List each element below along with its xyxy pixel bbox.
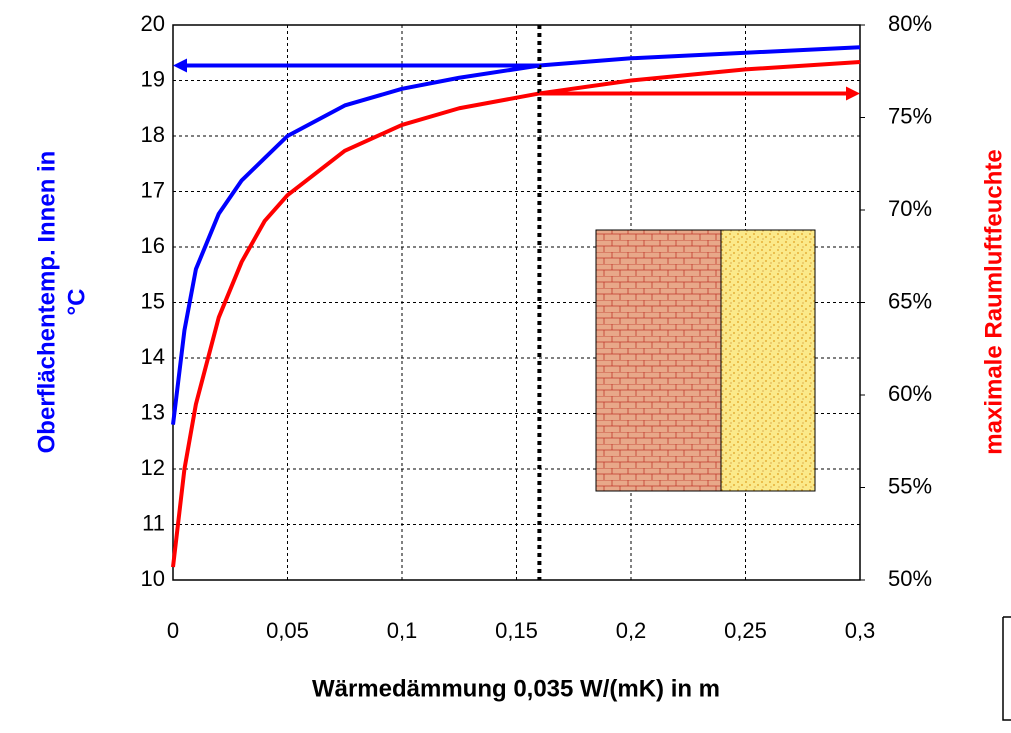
y-tick-label: 12 <box>141 455 165 480</box>
y-tick-label: 13 <box>141 399 165 424</box>
y2-tick-label: 70% <box>888 196 932 221</box>
y-tick-label: 14 <box>141 344 165 369</box>
y-axis-title: Oberflächentemp. Innen in <box>33 151 60 454</box>
x-axis-title: Wärmedämmung 0,035 W/(mK) in m <box>312 675 720 702</box>
y-tick-label: 17 <box>141 177 165 202</box>
insulation <box>720 229 816 492</box>
x-tick-label: 0,25 <box>724 618 767 643</box>
y2-tick-label: 65% <box>888 288 932 313</box>
y-axis-title: °C <box>63 289 90 316</box>
y-tick-label: 19 <box>141 66 165 91</box>
x-tick-label: 0,2 <box>616 618 647 643</box>
y-tick-label: 15 <box>141 288 165 313</box>
y2-tick-label: 60% <box>888 381 932 406</box>
y2-tick-label: 55% <box>888 473 932 498</box>
arrow-head <box>173 58 187 73</box>
y2-axis-title: maximale Raumluftfeuchte <box>980 149 1007 454</box>
x-tick-label: 0,3 <box>845 618 876 643</box>
series-line <box>171 60 861 568</box>
y2-tick-label: 80% <box>888 11 932 36</box>
y-tick-label: 18 <box>141 122 165 147</box>
y-tick-label: 16 <box>141 233 165 258</box>
brick-wall <box>595 229 722 492</box>
y-tick-label: 20 <box>141 11 165 36</box>
x-tick-label: 0,05 <box>266 618 309 643</box>
x-tick-label: 0,1 <box>387 618 418 643</box>
y2-tick-label: 75% <box>888 103 932 128</box>
frame-fragment <box>1002 616 1011 721</box>
y2-tick-label: 50% <box>888 566 932 591</box>
x-tick-label: 0,15 <box>495 618 538 643</box>
y-tick-label: 10 <box>141 566 165 591</box>
series-line <box>171 45 861 425</box>
y-tick-label: 11 <box>142 510 165 535</box>
arrow-head <box>846 86 860 101</box>
x-tick-label: 0 <box>167 618 179 643</box>
